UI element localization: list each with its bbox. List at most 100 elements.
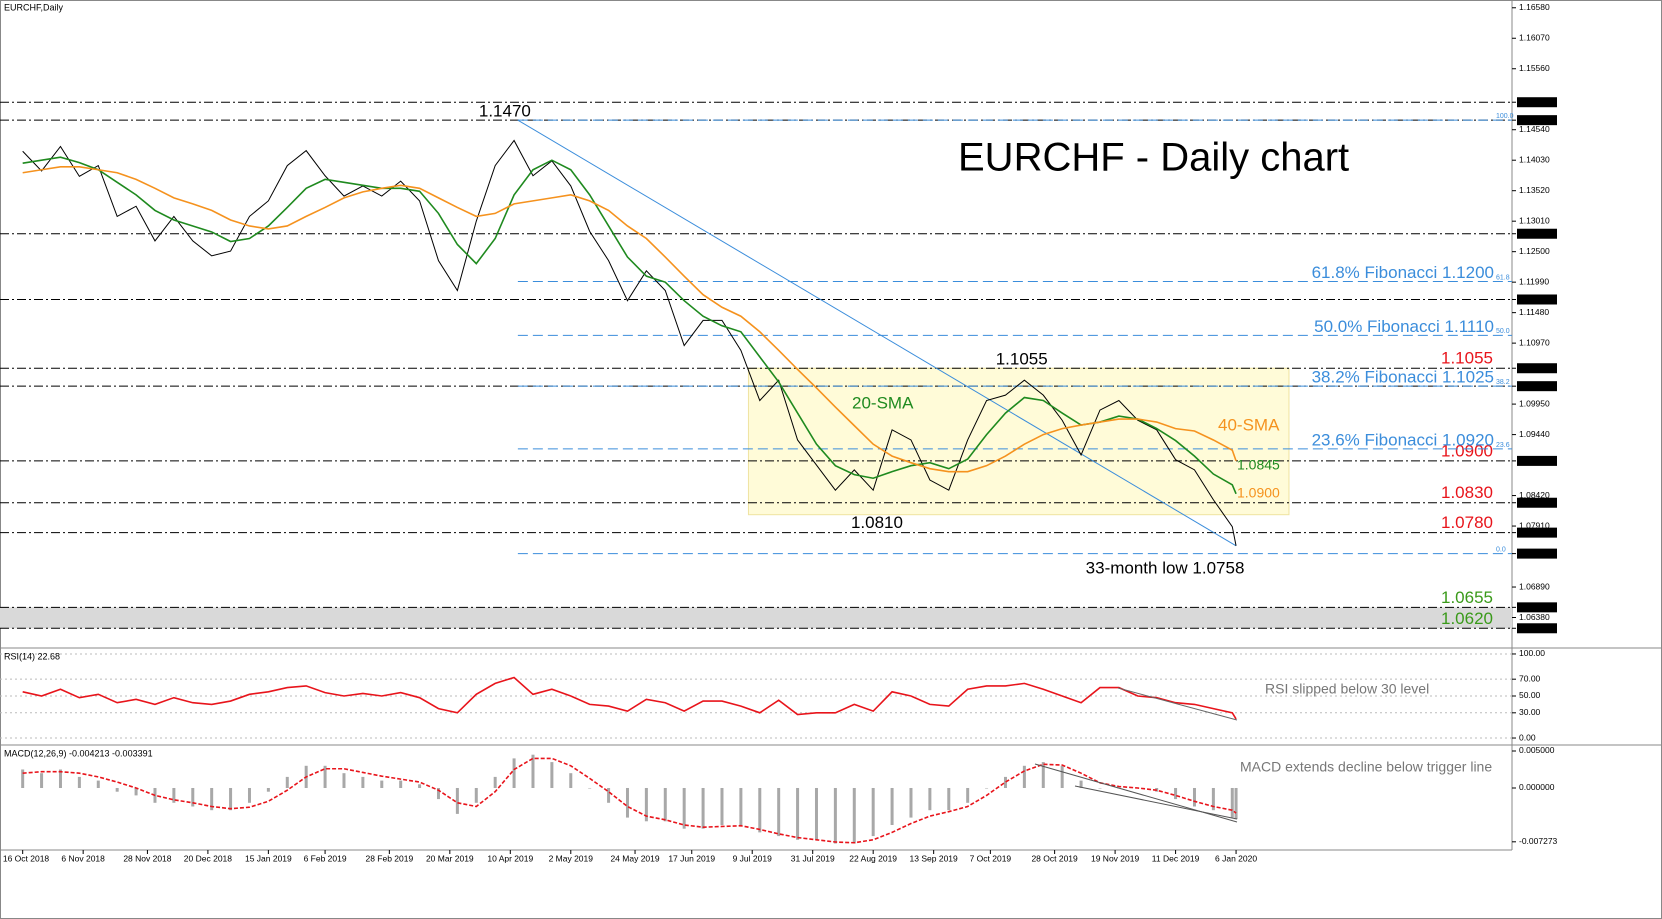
y-tick-label: 1.06200 (1519, 623, 1550, 633)
y-tick-box (1517, 527, 1557, 538)
y-tick-label: 30.00 (1519, 707, 1541, 717)
macd-bar (814, 787, 818, 840)
macd-bar (1003, 776, 1007, 788)
rsi-trend-line (1117, 687, 1238, 721)
y-tick-label: 50.00 (1519, 690, 1541, 700)
y-tick-label: 1.11990 (1519, 276, 1549, 286)
y-tick-label: 1.07449 (1519, 548, 1550, 558)
y-tick-label: 1.11480 (1519, 307, 1549, 317)
y-tick-label: 1.12500 (1519, 246, 1550, 256)
macd-note: MACD extends decline below trigger line (1240, 759, 1492, 775)
macd-bar (40, 773, 44, 788)
macd-bar (134, 787, 138, 796)
x-tick-label: 28 Feb 2019 (365, 853, 413, 863)
series-line (22, 139, 1237, 546)
macd-bar (229, 787, 233, 811)
macd-bar (796, 787, 800, 840)
fib-label: 61.8% Fibonacci 1.1200 (1312, 263, 1494, 282)
macd-header: MACD(12,26,9) -0.004213 -0.003391 (4, 748, 153, 758)
series-label: 20-SMA (852, 393, 914, 412)
x-tick-label: 24 May 2019 (610, 853, 659, 863)
macd-bar (1192, 787, 1196, 807)
macd-bar (96, 780, 100, 788)
macd-bar (1079, 780, 1083, 788)
x-tick-label: 22 Aug 2019 (849, 853, 897, 863)
x-tick-label: 2 May 2019 (549, 853, 594, 863)
macd-bar (682, 787, 686, 829)
level-label: 1.0900 (1441, 441, 1493, 460)
y-tick-label: 70.00 (1519, 673, 1541, 683)
macd-bar (833, 787, 837, 844)
macd-bar (1041, 762, 1045, 788)
macd-bar (247, 787, 251, 803)
x-tick-label: 9 Jul 2019 (733, 853, 772, 863)
macd-bar (644, 787, 648, 822)
macd-bar (21, 769, 25, 788)
macd-bar (436, 787, 440, 800)
y-tick-label: 1.06890 (1519, 581, 1550, 591)
y-tick-label: 1.13520 (1519, 185, 1550, 195)
trend-line (517, 119, 1237, 547)
x-tick-label: 6 Jan 2020 (1215, 853, 1257, 863)
y-tick-label: 1.07800 (1519, 527, 1550, 537)
macd-bar (1211, 787, 1215, 811)
y-tick-label: 1.08420 (1519, 490, 1550, 500)
annotation: 33-month low 1.0758 (1086, 558, 1245, 577)
plot-layer: 1.1055 1.0900 1.0830 1.0780 1.0655 1.0620 100.… (0, 2, 1558, 863)
macd-bar (210, 787, 214, 811)
macd-bar (607, 787, 611, 803)
y-tick-label: 1.13010 (1519, 215, 1550, 225)
fib-tag: 61.8 (1496, 274, 1510, 281)
y-tick-box (1517, 363, 1557, 374)
macd-bar (1174, 787, 1178, 800)
macd-bar (455, 787, 459, 814)
y-tick-label: 1.06380 (1519, 612, 1550, 622)
x-tick-label: 11 Dec 2019 (1152, 853, 1200, 863)
macd-bar (947, 787, 951, 811)
macd-bar (58, 769, 62, 788)
macd-bar (77, 776, 81, 788)
x-tick-label: 19 Nov 2019 (1091, 853, 1139, 863)
series-end-label: 1.0900 (1237, 485, 1280, 501)
y-tick-label: 1.09440 (1519, 429, 1550, 439)
y-tick-label: 1.16580 (1519, 2, 1550, 12)
annotation: 1.0810 (851, 513, 903, 532)
macd-bar (1230, 787, 1234, 818)
macd-bar (191, 787, 195, 807)
series-line (22, 676, 1237, 720)
macd-bar (777, 787, 781, 837)
fib-tag: 23.6 (1496, 442, 1510, 449)
macd-bar (418, 784, 422, 788)
y-tick-label: 1.07910 (1519, 520, 1550, 530)
fib-tag: 0.0 (1496, 546, 1506, 553)
y-tick-label: 1.10550 (1519, 362, 1550, 372)
level-label: 1.0655 (1441, 588, 1493, 607)
annotation: 1.1470 (479, 102, 531, 121)
macd-bar (1060, 765, 1064, 788)
x-tick-label: 7 Oct 2019 (970, 853, 1012, 863)
macd-bar (663, 787, 667, 822)
macd-bar (985, 787, 989, 789)
x-tick-label: 31 Jul 2019 (791, 853, 835, 863)
y-tick-label: 0.005000 (1519, 745, 1555, 755)
macd-bar (1022, 765, 1026, 788)
chart-header: EURCHF,Daily (4, 2, 64, 12)
x-tick-label: 20 Dec 2018 (184, 853, 232, 863)
y-tick-label: 1.06550 (1519, 602, 1550, 612)
x-tick-label: 20 Mar 2019 (426, 853, 474, 863)
rsi-header: RSI(14) 22.68 (4, 651, 60, 661)
y-tick-box (1517, 602, 1557, 613)
y-tick-label: 100.00 (1519, 648, 1545, 658)
y-tick-box (1517, 455, 1557, 466)
macd-bar (1234, 787, 1238, 820)
macd-bar (361, 776, 365, 788)
macd-bar (625, 787, 629, 818)
macd-trend-line (1074, 785, 1238, 820)
macd-bar (1098, 787, 1102, 789)
macd-bar (380, 780, 384, 788)
macd-bar (323, 765, 327, 788)
macd-bar (909, 787, 913, 818)
macd-bar (399, 780, 403, 788)
macd-bar (569, 773, 573, 788)
